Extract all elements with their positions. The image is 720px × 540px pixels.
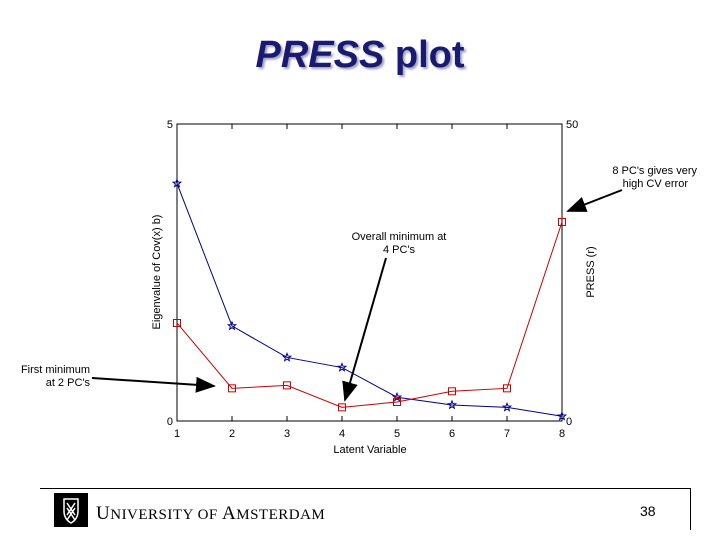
data-point-star <box>446 399 458 410</box>
x-tick-label: 5 <box>394 428 400 440</box>
data-point-star <box>336 362 348 372</box>
data-point-square <box>503 384 511 393</box>
x-ticks: 1 2 3 4 5 6 7 8 <box>174 124 565 440</box>
arrow-first-min <box>91 376 216 393</box>
annot-eight-pc-2: high CV error <box>623 178 689 190</box>
uni-rest-1: NIVERSITY OF <box>110 507 223 523</box>
data-point-square <box>173 318 181 327</box>
y-tick-label-left: 5 <box>167 119 173 131</box>
x-tick-label: 6 <box>449 428 455 440</box>
y-tick-label-right: 50 <box>566 119 578 131</box>
uni-cap-a: A <box>222 503 237 524</box>
annot-overall-min-2: 4 PC's <box>383 244 416 256</box>
data-point-square <box>338 403 346 412</box>
arrow-overall-min <box>342 257 387 402</box>
series-line-left <box>176 183 563 417</box>
arrow-eight-pc <box>566 189 623 212</box>
data-point-star <box>556 410 568 421</box>
x-axis-label: Latent Variable <box>333 444 406 456</box>
y-tick-label-right: 0 <box>566 416 572 428</box>
annot-first-min-1: First minimum <box>21 364 90 376</box>
slide-title: PRESS plot <box>0 34 720 77</box>
y-axis-label-left: Eigenvalue of Cov(x) b) <box>151 215 163 330</box>
x-tick-label: 4 <box>339 428 345 440</box>
uni-rest-2: MSTERDAM <box>236 507 326 523</box>
y-tick-label-left: 0 <box>167 416 173 428</box>
x-tick-label: 8 <box>559 428 565 440</box>
data-point-square <box>283 381 291 390</box>
series-layer <box>171 177 568 421</box>
university-name: UNIVERSITY OF AMSTERDAM <box>96 503 325 525</box>
y-axis-label-right: PRESS (r) <box>585 246 597 297</box>
university-logo-icon <box>54 493 88 527</box>
data-point-star <box>226 320 238 331</box>
data-point-square <box>558 218 566 227</box>
data-point-square <box>448 387 456 396</box>
x-tick-label: 7 <box>504 428 510 440</box>
x-tick-label: 1 <box>174 428 180 440</box>
title-italic: PRESS <box>255 34 385 76</box>
series-line-right <box>176 221 563 408</box>
data-point-square <box>228 384 236 393</box>
data-point-star <box>501 401 513 412</box>
x-tick-label: 3 <box>284 428 290 440</box>
data-point-square <box>393 397 401 406</box>
title-rest: plot <box>384 34 465 76</box>
plot-frame <box>176 123 563 422</box>
uni-cap-u: U <box>96 503 111 524</box>
annot-eight-pc-1: 8 PC's gives very <box>612 165 697 177</box>
annot-first-min-2: at 2 PC's <box>46 377 91 389</box>
x-tick-label: 2 <box>229 428 235 440</box>
footer-rule <box>40 488 690 489</box>
data-point-star <box>281 352 293 362</box>
footer-rule-vertical <box>690 488 691 530</box>
data-point-star <box>171 177 183 188</box>
page-number: 38 <box>640 503 656 519</box>
annot-overall-min-1: Overall minimum at <box>352 231 447 243</box>
